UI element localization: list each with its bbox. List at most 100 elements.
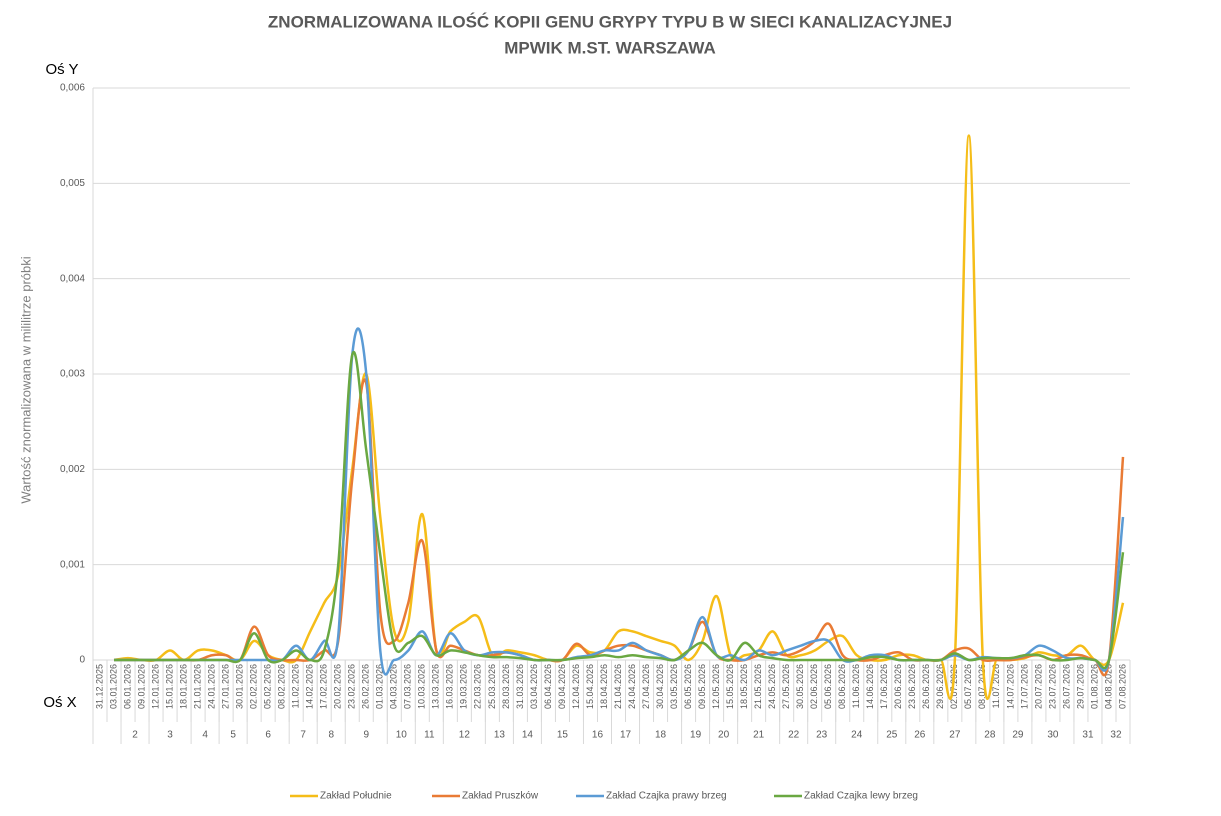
x-tick-label: 08.07.2026 <box>977 664 987 709</box>
group-label: 12 <box>459 730 471 741</box>
x-tick-label: 12.01.2026 <box>150 664 160 709</box>
legend-label: Zakład Pruszków <box>462 791 539 802</box>
x-tick-label: 18.01.2026 <box>178 664 188 709</box>
y-axis-title: Wartość znormalizowana w mililitrze prób… <box>18 256 33 503</box>
x-tick-label: 12.05.2026 <box>711 664 721 709</box>
chart-title: ZNORMALIZOWANA ILOŚĆ KOPII GENU GRYPY TY… <box>268 12 952 31</box>
y-tick-label: 0 <box>79 655 85 666</box>
x-tick-label: 26.07.2026 <box>1061 664 1071 709</box>
group-label: 4 <box>202 730 208 741</box>
group-label: 11 <box>424 730 435 741</box>
x-tick-label: 10.03.2026 <box>417 664 427 709</box>
x-tick-label: 21.01.2026 <box>192 664 202 709</box>
x-tick-label: 20.07.2026 <box>1033 664 1043 709</box>
data-line <box>114 327 1125 676</box>
x-tick-label: 14.07.2026 <box>1005 664 1015 709</box>
x-tick-label: 17.06.2026 <box>879 664 889 709</box>
x-tick-label: 04.03.2026 <box>389 664 399 709</box>
x-tick-label: 24.04.2026 <box>627 664 637 709</box>
x-tick-label: 08.02.2026 <box>277 664 287 709</box>
x-tick-label: 05.02.2026 <box>263 664 273 709</box>
x-tick-label: 20.02.2026 <box>333 664 343 709</box>
group-label: 24 <box>851 730 863 741</box>
x-tick-label: 08.06.2026 <box>837 664 847 709</box>
group-label: 27 <box>949 730 961 741</box>
group-label: 17 <box>620 730 632 741</box>
x-tick-label: 15.05.2026 <box>725 664 735 709</box>
group-label: 23 <box>816 730 828 741</box>
group-label: 30 <box>1047 730 1059 741</box>
group-label: 28 <box>984 730 996 741</box>
group-label: 9 <box>363 730 369 741</box>
x-tick-label: 07.08.2026 <box>1117 664 1127 709</box>
x-tick-label: 23.06.2026 <box>907 664 917 709</box>
x-tick-label: 14.06.2026 <box>865 664 875 709</box>
x-tick-label: 26.06.2026 <box>921 664 931 709</box>
axis-name: Oś Y <box>45 61 78 78</box>
group-label: 20 <box>718 730 730 741</box>
x-tick-label: 27.04.2026 <box>641 664 651 709</box>
group-label: 22 <box>788 730 800 741</box>
group-label: 7 <box>300 730 306 741</box>
x-tick-label: 26.02.2026 <box>361 664 371 709</box>
data-line <box>113 134 1125 700</box>
x-tick-label: 03.01.2026 <box>108 664 118 709</box>
group-label: 19 <box>690 730 702 741</box>
x-tick-label: 15.01.2026 <box>164 664 174 709</box>
x-tick-label: 04.08.2026 <box>1103 664 1113 709</box>
x-tick-label: 22.03.2026 <box>473 664 483 709</box>
x-tick-label: 15.04.2026 <box>585 664 595 709</box>
x-tick-label: 30.05.2026 <box>795 664 805 709</box>
x-tick-label: 28.03.2026 <box>501 664 511 709</box>
x-tick-label: 18.04.2026 <box>599 664 609 709</box>
x-tick-label: 23.07.2026 <box>1047 664 1057 709</box>
x-tick-label: 27.01.2026 <box>221 664 231 709</box>
axis-name: Oś X <box>43 694 76 711</box>
group-label: 5 <box>230 730 236 741</box>
x-tick-label: 06.05.2026 <box>683 664 693 709</box>
chart-title: MPWIK M.ST. WARSZAWA <box>504 38 716 57</box>
x-tick-label: 29.07.2026 <box>1075 664 1085 709</box>
y-tick-label: 0,004 <box>60 273 85 284</box>
group-label: 21 <box>753 730 765 741</box>
group-label: 25 <box>886 730 898 741</box>
x-tick-label: 11.02.2026 <box>291 664 301 708</box>
x-tick-label: 13.03.2026 <box>431 664 441 709</box>
x-tick-label: 31.03.2026 <box>515 664 525 709</box>
y-tick-label: 0,005 <box>60 178 85 189</box>
x-tick-label: 01.03.2026 <box>375 664 385 709</box>
legend-label: Zakład Południe <box>320 791 392 802</box>
x-tick-label: 21.04.2026 <box>613 664 623 709</box>
x-tick-label: 09.04.2026 <box>557 664 567 709</box>
x-tick-label: 20.06.2026 <box>893 664 903 709</box>
x-tick-label: 05.07.2026 <box>963 664 973 709</box>
x-tick-label: 09.01.2026 <box>136 664 146 709</box>
x-tick-label: 29.06.2026 <box>935 664 945 709</box>
x-tick-label: 17.07.2026 <box>1019 664 1029 709</box>
group-label: 14 <box>522 730 534 741</box>
x-tick-label: 30.04.2026 <box>655 664 665 709</box>
x-tick-label: 02.06.2026 <box>809 664 819 709</box>
group-label: 26 <box>914 730 926 741</box>
x-tick-label: 25.03.2026 <box>487 664 497 709</box>
x-tick-label: 12.04.2026 <box>571 664 581 709</box>
legend-label: Zakład Czajka lewy brzeg <box>804 791 918 802</box>
group-label: 15 <box>557 730 569 741</box>
x-tick-label: 18.05.2026 <box>739 664 749 709</box>
group-label: 3 <box>167 730 173 741</box>
x-tick-label: 17.02.2026 <box>319 664 329 709</box>
group-label: 18 <box>655 730 667 741</box>
x-tick-label: 21.05.2026 <box>753 664 763 709</box>
x-tick-label: 03.05.2026 <box>669 664 679 709</box>
data-line <box>114 350 1125 670</box>
group-label: 13 <box>494 730 506 741</box>
x-tick-label: 11.07.2026 <box>991 664 1001 708</box>
group-label: 16 <box>592 730 604 741</box>
x-tick-label: 19.03.2026 <box>459 664 469 709</box>
group-label: 8 <box>328 730 334 741</box>
y-tick-label: 0,002 <box>60 464 85 475</box>
group-label: 32 <box>1110 730 1122 741</box>
x-tick-label: 07.03.2026 <box>403 664 413 709</box>
legend-label: Zakład Czajka prawy brzeg <box>606 791 727 802</box>
